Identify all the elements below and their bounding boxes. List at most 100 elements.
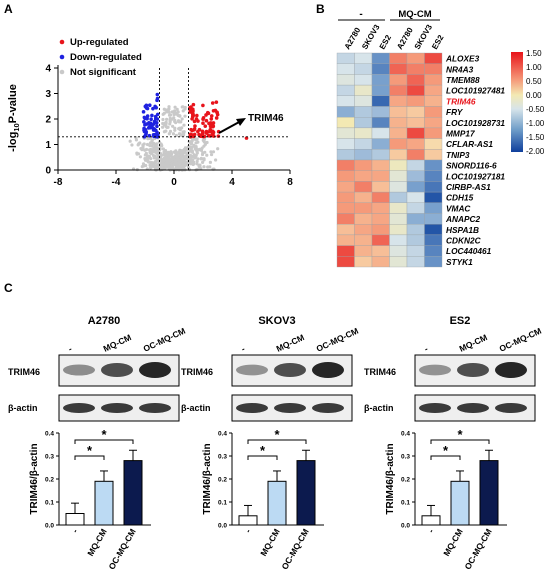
trim46-band <box>236 364 268 376</box>
heatmap-cell <box>336 245 355 257</box>
actin-band <box>63 403 95 413</box>
up-point <box>196 129 200 134</box>
heatmap-cell <box>371 138 390 150</box>
ns-point <box>193 146 197 151</box>
heatmap-cell <box>406 127 425 139</box>
scale-tick-label: -1.00 <box>526 119 545 128</box>
bar-y-tick-label: 0.0 <box>401 523 410 530</box>
significance-star: * <box>274 427 280 442</box>
ns-point <box>164 120 168 124</box>
bar-y-label: TRIM46/β-actin <box>385 443 396 514</box>
ns-point <box>181 164 185 169</box>
heatmap-cell <box>354 106 373 118</box>
ns-point <box>190 149 194 153</box>
heatmap-cell <box>389 224 408 236</box>
heatmap-cell <box>336 106 355 118</box>
ns-point <box>201 151 205 155</box>
heatmap-cell <box>336 127 355 139</box>
heatmap-cell <box>336 138 355 150</box>
bar-y-label: TRIM46/β-actin <box>29 443 40 514</box>
heatmap-cell <box>424 149 443 161</box>
cell-line-block-a2780: A2780- MQ-CM OC-MQ-CMTRIM46β-actin0.00.10.… <box>8 315 187 571</box>
down-point <box>142 129 147 134</box>
volcano-y-ticks: 0 1 2 3 4 <box>45 64 58 177</box>
up-point <box>189 127 193 132</box>
heatmap-gene-label: FRY <box>446 107 464 117</box>
ns-point <box>167 165 171 170</box>
up-regulated-points <box>188 100 249 140</box>
scale-tick-label: -2.00 <box>526 147 545 156</box>
ns-point <box>208 160 213 164</box>
bar-y-label: TRIM46/β-actin <box>202 443 213 514</box>
actin-band <box>495 403 527 413</box>
heatmap-gene-label: LOC101928731 <box>446 118 505 128</box>
heatmap-cell <box>371 74 390 86</box>
ns-point <box>177 126 182 130</box>
heatmap-cell <box>406 181 425 193</box>
bar-y-tick-label: 0.0 <box>45 523 54 530</box>
bar-x-label: OC-MQ-CM <box>279 527 310 571</box>
heatmap-cell <box>371 159 390 171</box>
y-tick-label: 3 <box>45 89 51 100</box>
y-tick-label: 4 <box>45 64 51 75</box>
heatmap-cell <box>371 213 390 225</box>
ns-point <box>209 152 214 157</box>
heatmap-cell <box>336 170 355 182</box>
down-point <box>155 112 160 117</box>
ns-point <box>175 107 179 111</box>
panel-label-a: A <box>4 2 13 16</box>
ns-point <box>158 147 162 151</box>
ns-point <box>175 164 179 168</box>
heatmap-cell <box>389 106 408 118</box>
heatmap-cell <box>424 95 443 107</box>
ns-point <box>195 159 199 164</box>
ns-point <box>164 153 168 158</box>
heatmap-gene-label: LOC440461 <box>446 246 492 256</box>
trim46-band <box>101 362 133 378</box>
ns-point <box>162 111 166 115</box>
x-tick-label: 8 <box>287 177 293 188</box>
heatmap-cell <box>336 181 355 193</box>
down-point <box>155 124 159 129</box>
heatmap-gene-label: CIRBP-AS1 <box>446 182 491 192</box>
up-point <box>188 110 193 114</box>
ns-point <box>148 144 152 148</box>
ns-point <box>155 158 160 162</box>
heatmap-cell <box>389 191 408 203</box>
significance-star: * <box>443 443 449 458</box>
heatmap-cell <box>354 181 373 193</box>
heatmap-cell <box>406 74 425 86</box>
scale-tick-label: -1.50 <box>526 133 545 142</box>
ns-point <box>194 153 198 157</box>
heatmap-gene-label: CFLAR-AS1 <box>446 139 493 149</box>
significance-bracket <box>430 439 490 444</box>
ns-point <box>153 142 157 146</box>
volcano-plot: -8 -4 0 4 8 0 1 2 3 4 -log10P-value Up-regulated… <box>7 37 293 188</box>
blot-row-label-actin: β-actin <box>364 403 394 413</box>
heatmap-cell <box>389 245 408 257</box>
ns-point <box>146 159 150 163</box>
heatmap-gene-label: MMP17 <box>446 128 475 138</box>
significance-bracket <box>247 439 307 444</box>
ns-point <box>201 138 205 142</box>
ns-point <box>208 165 212 169</box>
down-point <box>154 120 159 125</box>
ns-point <box>173 105 177 109</box>
trim46-band <box>63 364 95 376</box>
ns-point <box>179 155 183 159</box>
bar <box>123 460 143 526</box>
significance-bracket <box>74 439 134 444</box>
down-point <box>148 122 152 127</box>
x-tick-label: 4 <box>229 177 235 188</box>
heatmap-gene-label: TNIP3 <box>446 150 470 160</box>
heatmap-cell <box>336 95 355 107</box>
ns-point <box>144 147 149 152</box>
ns-point <box>171 124 175 128</box>
heatmap-cell <box>406 63 425 75</box>
significance-star: * <box>260 443 266 458</box>
heatmap-gene-label: LOC101927181 <box>446 171 505 181</box>
ns-point <box>183 107 187 111</box>
trim46-annotation: TRIM46 <box>248 113 284 124</box>
ns-point <box>148 141 152 145</box>
